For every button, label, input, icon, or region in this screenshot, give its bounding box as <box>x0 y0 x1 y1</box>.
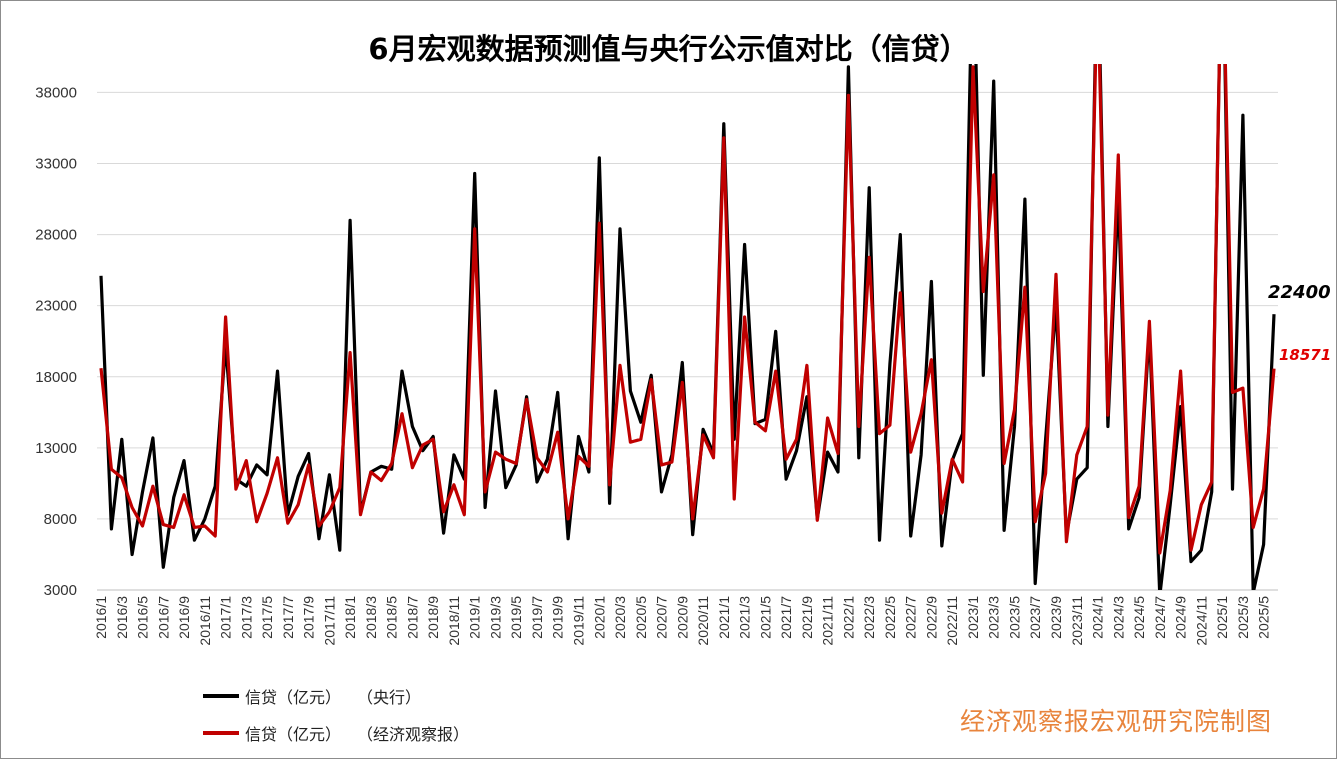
y-tick-label: 3000 <box>44 582 77 599</box>
x-tick-label: 2024/1 <box>1090 596 1106 639</box>
x-tick-label: 2025/1 <box>1214 596 1230 639</box>
y-tick-label: 38000 <box>35 84 77 101</box>
legend-item-central-bank: 信贷（亿元） （央行） <box>203 686 421 706</box>
x-tick-label: 2017/9 <box>301 596 317 639</box>
x-tick-label: 2022/1 <box>840 596 856 639</box>
x-tick-label: 2020/7 <box>654 596 670 639</box>
x-tick-label: 2022/9 <box>923 596 939 639</box>
legend-swatch-eeo <box>203 731 239 735</box>
x-tick-label: 2020/3 <box>612 596 628 639</box>
x-tick-label: 2021/9 <box>799 596 815 639</box>
x-tick-label: 2017/1 <box>218 596 234 639</box>
x-tick-label: 2023/1 <box>965 596 981 639</box>
x-tick-label: 2023/9 <box>1048 596 1064 639</box>
y-tick-label: 33000 <box>35 156 77 173</box>
series-line-eeo <box>101 0 1274 553</box>
x-tick-label: 2019/1 <box>467 596 483 639</box>
x-tick-label: 2019/3 <box>487 596 503 639</box>
x-tick-label: 2020/5 <box>633 596 649 639</box>
watermark: 经济观察报宏观研究院制图 <box>960 702 1272 738</box>
x-tick-label: 2016/5 <box>135 596 151 639</box>
x-tick-label: 2018/5 <box>384 596 400 639</box>
x-tick-label: 2025/5 <box>1256 596 1272 639</box>
y-tick-label: 28000 <box>35 227 77 244</box>
x-tick-label: 2023/5 <box>1006 596 1022 639</box>
x-tick-label: 2023/3 <box>986 596 1002 639</box>
x-tick-label: 2022/7 <box>903 596 919 639</box>
x-tick-label: 2025/3 <box>1235 596 1251 639</box>
legend-item-eeo: 信贷（亿元） （经济观察报） <box>203 723 469 743</box>
y-tick-label: 23000 <box>35 298 77 315</box>
series <box>101 0 1274 596</box>
x-tick-label: 2016/9 <box>176 596 192 639</box>
x-tick-label: 2020/11 <box>695 596 711 646</box>
x-tick-label: 2017/3 <box>238 596 254 639</box>
x-tick-label: 2021/1 <box>716 596 732 639</box>
legend-label-central-bank: 信贷（亿元） （央行） <box>245 684 421 708</box>
x-tick-label: 2020/9 <box>674 596 690 639</box>
x-tick-label: 2021/3 <box>737 596 753 639</box>
x-tick-label: 2019/7 <box>529 596 545 639</box>
x-tick-label: 2021/5 <box>757 596 773 639</box>
x-tick-label: 2018/1 <box>342 596 358 639</box>
x-tick-label: 2019/5 <box>508 596 524 639</box>
x-tick-label: 2023/11 <box>1069 596 1085 646</box>
x-tick-label: 2016/7 <box>155 596 171 639</box>
legend-label-eeo: 信贷（亿元） （经济观察报） <box>245 721 469 745</box>
x-tick-label: 2019/9 <box>550 596 566 639</box>
x-tick-label: 2022/5 <box>882 596 898 639</box>
x-tick-label: 2016/3 <box>114 596 130 639</box>
x-tick-label: 2024/3 <box>1110 596 1126 639</box>
y-tick-label: 13000 <box>35 440 77 457</box>
x-tick-label: 2016/11 <box>197 596 213 646</box>
x-tick-label: 2021/11 <box>820 596 836 646</box>
x-tick-label: 2021/7 <box>778 596 794 639</box>
x-tick-label: 2024/7 <box>1152 596 1168 639</box>
series-line-central-bank <box>101 0 1274 596</box>
x-tick-label: 2019/11 <box>571 596 587 646</box>
x-tick-label: 2018/11 <box>446 596 462 646</box>
legend-swatch-central-bank <box>203 694 239 698</box>
x-tick-label: 2024/5 <box>1131 596 1147 639</box>
x-tick-label: 2022/11 <box>944 596 960 646</box>
x-tick-label: 2024/11 <box>1193 596 1209 646</box>
x-tick-label: 2018/3 <box>363 596 379 639</box>
x-tick-label: 2020/1 <box>591 596 607 639</box>
x-tick-label: 2022/3 <box>861 596 877 639</box>
end-label-eeo: 18571 <box>1279 346 1331 364</box>
y-tick-label: 18000 <box>35 369 77 386</box>
x-tick-label: 2017/7 <box>280 596 296 639</box>
x-tick-label: 2016/1 <box>93 596 109 639</box>
x-tick-label: 2017/11 <box>321 596 337 646</box>
end-label-central-bank: 22400 <box>1268 282 1331 303</box>
x-tick-label: 2024/9 <box>1173 596 1189 639</box>
y-tick-label: 8000 <box>44 511 77 528</box>
x-tick-label: 2018/7 <box>404 596 420 639</box>
x-tick-label: 2018/9 <box>425 596 441 639</box>
x-tick-label: 2023/7 <box>1027 596 1043 639</box>
x-tick-label: 2017/5 <box>259 596 275 639</box>
